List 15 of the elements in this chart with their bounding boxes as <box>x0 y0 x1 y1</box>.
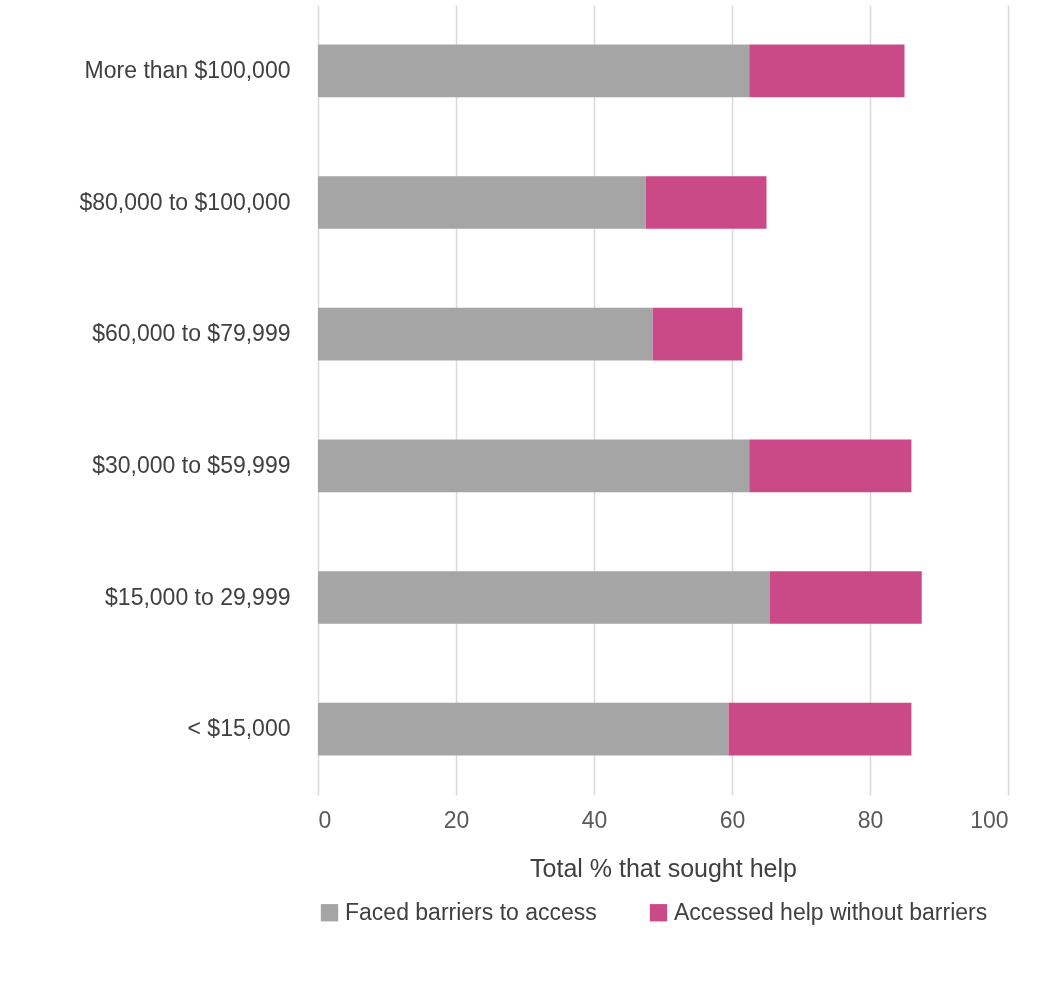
x-tick-label: 0 <box>318 806 332 833</box>
x-tick-label: 80 <box>857 806 884 833</box>
y-tick-label: $15,000 to 29,999 <box>105 583 291 610</box>
x-tick-label: 40 <box>581 806 608 833</box>
x-tick-label: 60 <box>719 806 746 833</box>
x-tick-label: 20 <box>443 806 470 833</box>
y-tick-label: $30,000 to $59,999 <box>92 451 291 478</box>
legend-label: Faced barriers to access <box>345 898 597 925</box>
x-axis-title: Total % that sought help <box>530 853 797 882</box>
x-tick-label: 100 <box>970 806 1009 833</box>
y-tick-label: $80,000 to $100,000 <box>79 188 291 215</box>
y-tick-label: $60,000 to $79,999 <box>92 320 291 347</box>
y-tick-label: < $15,000 <box>187 715 291 742</box>
y-tick-label: More than $100,000 <box>84 56 291 83</box>
legend-label: Accessed help without barriers <box>674 898 988 925</box>
